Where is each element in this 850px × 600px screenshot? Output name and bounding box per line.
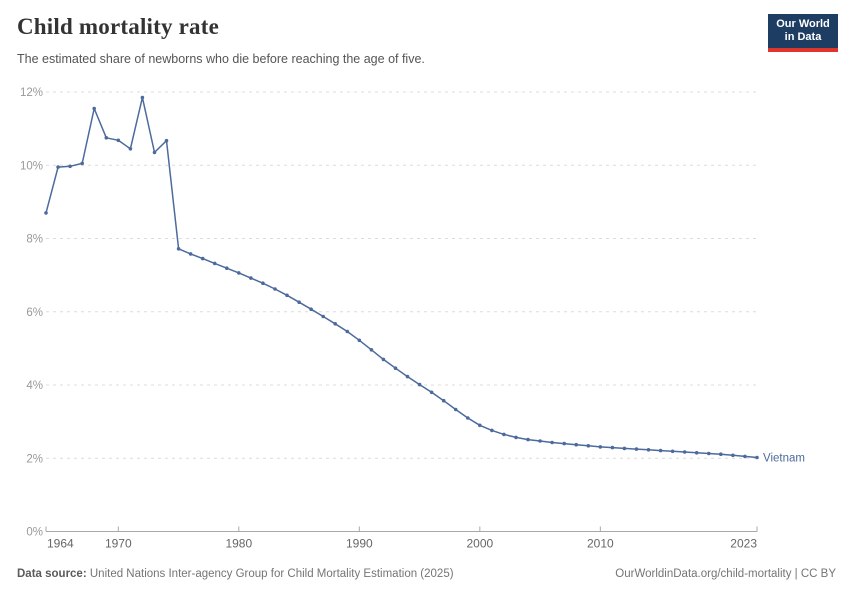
data-point [634,447,639,451]
data-point [237,271,241,275]
data-point [273,287,277,291]
data-point [44,211,48,215]
data-point [610,445,615,450]
data-point [670,449,675,454]
x-tick-label: 1964 [47,537,74,551]
data-point [164,138,169,143]
data-point [405,374,410,379]
data-point [381,357,386,362]
y-tick-label: 2% [26,453,43,465]
data-point [56,165,60,169]
data-point [646,448,651,452]
data-point [526,437,530,442]
data-point [490,428,494,433]
data-point [285,293,289,298]
data-point [743,454,747,459]
data-point [92,106,96,111]
chart-footer: Data source: United Nations Inter-agency… [17,568,836,580]
x-tick-label: 1990 [346,537,373,551]
data-point [550,440,554,445]
x-tick-label: 2023 [730,537,757,551]
data-point [694,451,699,455]
data-point [514,435,518,440]
data-point [502,432,506,437]
data-point [212,261,217,266]
data-point [755,455,759,460]
data-point [441,398,446,403]
data-point [345,329,350,334]
y-tick-label: 0% [26,527,43,539]
data-point [116,138,121,143]
data-point [225,266,229,271]
data-source-note: Data source: United Nations Inter-agency… [17,568,454,580]
data-point [68,164,72,169]
data-point [658,448,663,453]
data-point [357,338,362,343]
chart-line [45,96,758,459]
data-point [249,276,253,280]
x-tick-label: 2000 [466,537,493,551]
data-point [429,390,434,395]
data-point [562,441,566,446]
data-point [297,300,301,305]
y-tick-label: 10% [20,160,43,172]
owid-logo-line2: in Data [784,31,822,43]
data-point [261,281,265,286]
page-title: Child mortality rate [17,14,220,39]
data-point [719,452,723,457]
data-source-text: United Nations Inter-agency Group for Ch… [86,568,454,580]
data-point [152,150,157,155]
data-point [707,451,711,456]
data-point [321,314,326,319]
data-point [128,147,133,151]
data-point [176,247,181,251]
data-point [188,252,193,256]
data-point [80,161,84,166]
owid-citation-link[interactable]: OurWorldinData.org/child-mortality | CC … [615,568,836,580]
data-point [466,416,470,420]
data-point [478,423,482,428]
data-point [538,439,542,443]
data-point [309,307,313,312]
y-tick-label: 4% [26,380,43,392]
data-point [417,382,422,387]
y-tick-label: 8% [26,234,43,246]
data-point [369,348,374,352]
y-tick-label: 6% [26,307,43,319]
x-tick-label: 2010 [587,537,614,551]
data-point [598,445,603,449]
data-point [333,322,338,326]
data-point [393,366,398,371]
series-end-label: Vietnam [763,453,805,465]
owid-logo-line1: Our World [776,18,830,30]
y-tick-label: 12% [20,87,43,99]
data-point [453,407,458,412]
data-point [622,446,627,451]
chart-subtitle: The estimated share of newborns who die … [17,52,425,66]
data-point [140,95,145,100]
x-tick-label: 1980 [225,537,252,551]
data-point [682,450,687,454]
data-point [200,256,205,261]
x-tick-label: 1970 [105,537,132,551]
data-source-label: Data source: [17,568,87,580]
data-point [574,442,578,447]
data-point [104,136,109,140]
data-point [731,453,735,458]
owid-logo: Our World in Data [768,14,838,52]
data-point [586,444,591,448]
